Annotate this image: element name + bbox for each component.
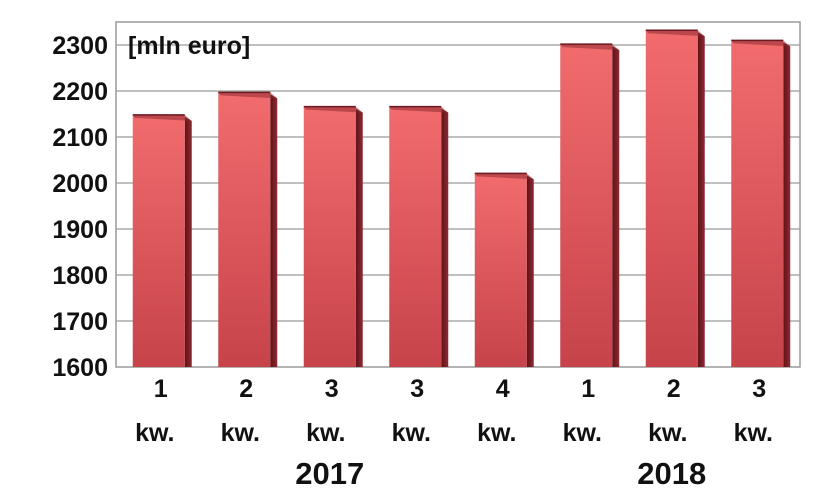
x-category-unit: kw. — [563, 419, 602, 447]
bar-side — [612, 46, 620, 367]
y-tick-label: 2200 — [52, 78, 108, 106]
bar-front — [303, 106, 356, 367]
bar-top — [560, 44, 620, 51]
x-category-number: 3 — [752, 375, 766, 403]
year-group-labels: 2017 2018 — [295, 456, 706, 491]
bar-top — [474, 173, 534, 180]
bar-front — [731, 40, 784, 368]
bar — [474, 172, 534, 367]
bar-front — [645, 30, 698, 368]
bar-side — [783, 42, 791, 368]
bar — [132, 114, 192, 367]
unit-label: [mln euro] — [128, 32, 250, 60]
y-tick-label: 2000 — [52, 170, 108, 198]
y-tick-label: 1600 — [52, 354, 108, 382]
bar-top — [731, 40, 791, 47]
bar — [731, 39, 791, 368]
bar — [645, 29, 705, 368]
bar-side — [184, 116, 192, 367]
bar — [560, 43, 620, 368]
y-tick-label: 1900 — [52, 216, 108, 244]
y-tick-label: 2300 — [52, 32, 108, 60]
x-category-number: 1 — [154, 375, 168, 403]
x-category-number: 2 — [239, 375, 253, 403]
x-category-unit: kw. — [477, 419, 516, 447]
bar-top — [132, 114, 192, 121]
x-category-number: 2 — [667, 375, 681, 403]
bar — [389, 105, 449, 367]
x-axis-category-labels: 1 kw. 2 kw. 3 kw. 3 kw. 4 kw. 1 kw. 2 kw. 3 kw. — [135, 375, 773, 447]
x-category-unit: kw. — [734, 419, 773, 447]
bar-top — [303, 106, 363, 113]
bar-top — [645, 30, 705, 37]
x-category-unit: kw. — [306, 419, 345, 447]
bar-side — [526, 175, 534, 367]
bar-top — [218, 92, 278, 99]
x-category-number: 3 — [325, 375, 339, 403]
bar-front — [474, 173, 527, 367]
bar-side — [697, 32, 705, 367]
bar-top — [389, 106, 449, 113]
y-tick-label: 2100 — [52, 124, 108, 152]
bar — [303, 105, 363, 367]
y-axis-tick-labels: 1600 1700 1800 1900 2000 2100 2200 2300 — [52, 32, 108, 382]
bar-side — [355, 108, 363, 367]
bar-front — [218, 92, 271, 367]
x-category-unit: kw. — [135, 419, 174, 447]
x-category-unit: kw. — [648, 419, 687, 447]
y-tick-label: 1800 — [52, 262, 108, 290]
x-category-unit: kw. — [392, 419, 431, 447]
year-label: 2017 — [295, 456, 364, 491]
bar-front — [560, 44, 613, 368]
bar-side — [270, 94, 278, 367]
x-category-number: 4 — [496, 375, 510, 403]
y-tick-label: 1700 — [52, 308, 108, 336]
bar-side — [441, 108, 449, 367]
x-category-number: 1 — [581, 375, 595, 403]
bar — [218, 91, 278, 367]
bar-front — [389, 106, 442, 367]
year-label: 2018 — [637, 456, 706, 491]
x-category-number: 3 — [410, 375, 424, 403]
bars — [132, 29, 791, 368]
x-category-unit: kw. — [221, 419, 260, 447]
bar-front — [132, 114, 185, 367]
